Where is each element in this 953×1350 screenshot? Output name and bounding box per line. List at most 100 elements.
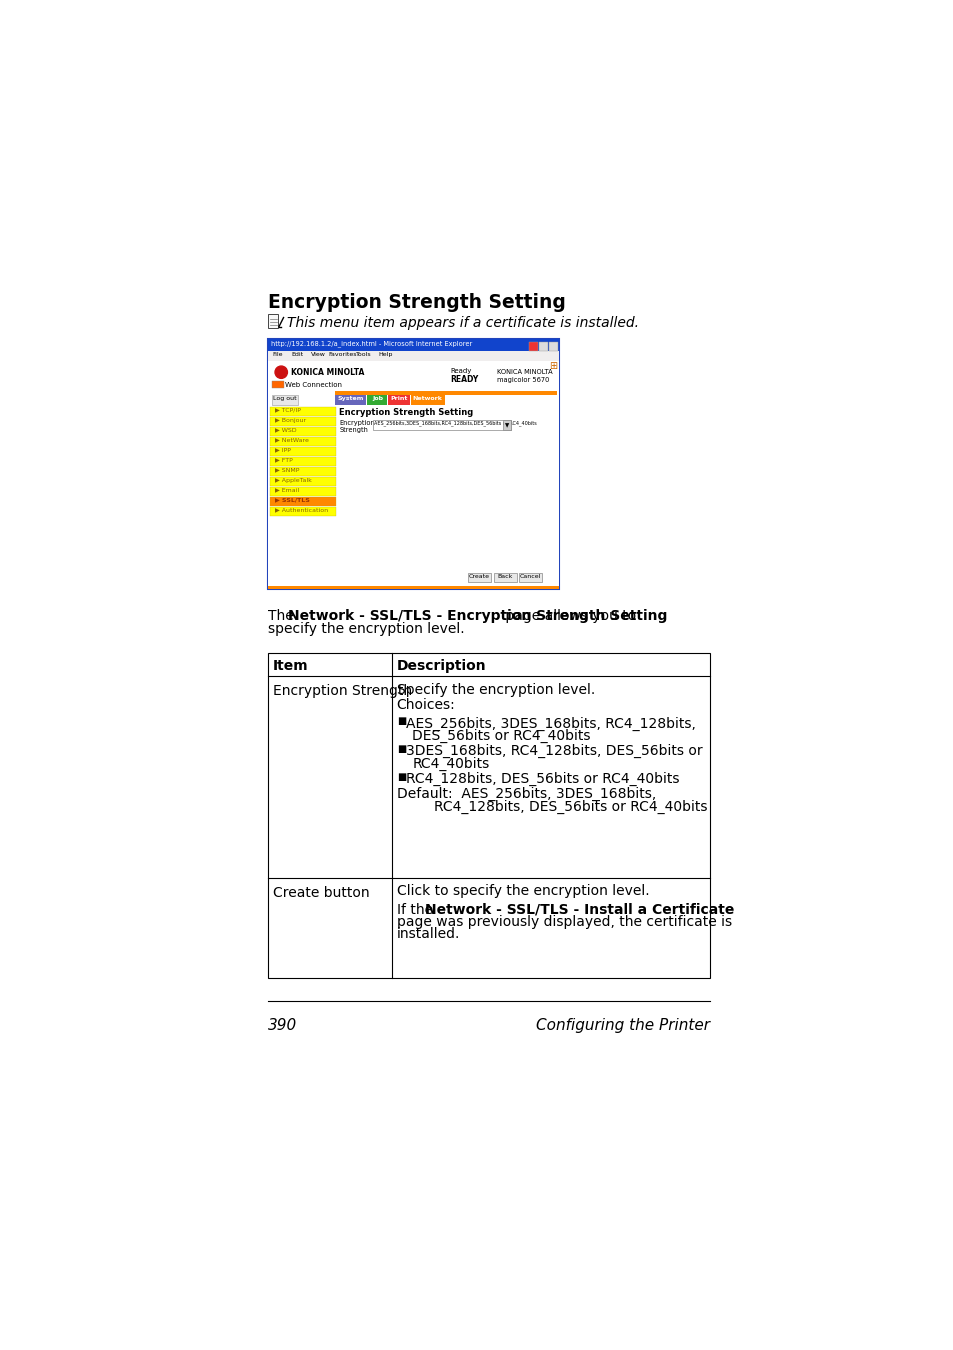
Text: Default:  AES_256bits, 3DES_168bits,: Default: AES_256bits, 3DES_168bits, <box>396 787 656 802</box>
Text: ▶ NetWare: ▶ NetWare <box>274 437 309 443</box>
Text: If the: If the <box>396 903 436 917</box>
Bar <box>272 394 298 405</box>
Bar <box>549 342 558 351</box>
Bar <box>270 417 335 427</box>
Bar <box>270 508 335 516</box>
Text: Favorites: Favorites <box>328 352 356 358</box>
Text: ▶ WSD: ▶ WSD <box>274 428 296 432</box>
Bar <box>270 467 335 477</box>
Text: RC4_40bits: RC4_40bits <box>412 756 489 771</box>
Bar <box>538 342 547 351</box>
Text: 390: 390 <box>268 1018 297 1033</box>
Text: RC4_128bits, DES_56bits or RC4_40bits: RC4_128bits, DES_56bits or RC4_40bits <box>406 772 679 786</box>
Bar <box>270 406 335 416</box>
Bar <box>468 574 491 582</box>
Text: Click to specify the encryption level.: Click to specify the encryption level. <box>396 884 649 898</box>
Text: RC4_128bits, DES_56bits or RC4_40bits: RC4_128bits, DES_56bits or RC4_40bits <box>434 799 707 814</box>
Text: DES_56bits or RC4_40bits: DES_56bits or RC4_40bits <box>412 729 590 742</box>
Text: Encryption Strength: Encryption Strength <box>273 684 412 698</box>
Text: Cancel: Cancel <box>519 574 541 579</box>
Bar <box>268 339 558 590</box>
Bar <box>270 437 335 446</box>
Text: Encryption Strength Setting: Encryption Strength Setting <box>339 408 473 417</box>
Text: AES_256bits, 3DES_168bits, RC4_128bits,: AES_256bits, 3DES_168bits, RC4_128bits, <box>406 717 695 730</box>
Text: ■: ■ <box>396 744 406 755</box>
Text: This menu item appears if a certificate is installed.: This menu item appears if a certificate … <box>287 316 639 329</box>
Text: page allows you to: page allows you to <box>500 609 636 622</box>
Text: ▶ TCP/IP: ▶ TCP/IP <box>274 408 300 413</box>
Text: Item: Item <box>273 659 308 672</box>
Bar <box>270 487 335 497</box>
Bar <box>335 394 366 405</box>
Bar <box>268 653 709 979</box>
Bar <box>529 342 537 351</box>
Text: http://192.168.1.2/a_index.html - Microsoft Internet Explorer: http://192.168.1.2/a_index.html - Micros… <box>271 340 472 347</box>
Bar <box>367 394 387 405</box>
Text: Network - SSL/TLS - Encryption Strength Setting: Network - SSL/TLS - Encryption Strength … <box>288 609 667 622</box>
Bar <box>518 574 542 582</box>
Text: ▼: ▼ <box>504 424 508 428</box>
Bar <box>502 420 510 429</box>
Text: The: The <box>268 609 298 622</box>
Text: installed.: installed. <box>396 927 459 941</box>
Bar <box>268 586 558 590</box>
Bar <box>272 381 283 389</box>
Bar <box>270 477 335 486</box>
Bar <box>270 447 335 456</box>
Text: READY: READY <box>450 374 477 383</box>
Text: Ready: Ready <box>450 367 471 374</box>
Text: ▶ Email: ▶ Email <box>274 487 299 493</box>
Text: System: System <box>337 396 364 401</box>
Text: ■: ■ <box>396 772 406 782</box>
Text: magicolor 5670: magicolor 5670 <box>497 377 549 383</box>
Text: specify the encryption level.: specify the encryption level. <box>268 622 464 636</box>
Text: KONICA MINOLTA: KONICA MINOLTA <box>291 367 363 377</box>
Text: View: View <box>311 352 325 358</box>
Text: Encryption Strength Setting: Encryption Strength Setting <box>268 293 565 312</box>
Text: Help: Help <box>377 352 392 358</box>
Text: File: File <box>272 352 282 358</box>
Text: KONICA MINOLTA: KONICA MINOLTA <box>497 369 552 375</box>
Text: page was previously displayed, the certificate is: page was previously displayed, the certi… <box>396 915 731 929</box>
Bar <box>270 427 335 436</box>
Text: Create: Create <box>469 574 490 579</box>
Circle shape <box>274 366 287 378</box>
Text: Configuring the Printer: Configuring the Printer <box>536 1018 709 1033</box>
Text: ⊞: ⊞ <box>548 360 557 371</box>
Text: ▶ Bonjour: ▶ Bonjour <box>274 417 306 423</box>
Text: Edit: Edit <box>291 352 303 358</box>
Bar <box>493 574 517 582</box>
Text: Log out: Log out <box>273 396 296 401</box>
Text: Network - SSL/TLS - Install a Certificate: Network - SSL/TLS - Install a Certificat… <box>424 903 733 917</box>
Text: ■: ■ <box>396 717 406 726</box>
Text: Choices:: Choices: <box>396 698 455 711</box>
Text: Web Connection: Web Connection <box>285 382 342 389</box>
Text: Description: Description <box>396 659 486 672</box>
Text: Print: Print <box>390 396 407 401</box>
Bar <box>335 390 557 394</box>
Text: Create button: Create button <box>273 886 369 900</box>
Text: ▶ IPP: ▶ IPP <box>274 448 291 452</box>
Bar <box>270 497 335 506</box>
Text: Job: Job <box>372 396 382 401</box>
Text: Encryption
Strength: Encryption Strength <box>339 420 375 433</box>
Bar <box>410 394 444 405</box>
Text: Specify the encryption level.: Specify the encryption level. <box>396 683 595 697</box>
Bar <box>373 420 510 429</box>
Text: Back: Back <box>497 574 513 579</box>
Text: ▶ SSL/TLS: ▶ SSL/TLS <box>274 498 310 502</box>
Bar <box>268 351 558 362</box>
Bar <box>268 339 558 351</box>
Bar <box>270 456 335 466</box>
Text: ▶ SNMP: ▶ SNMP <box>274 467 299 472</box>
Text: ▶ FTP: ▶ FTP <box>274 458 293 463</box>
Text: Network: Network <box>413 396 442 401</box>
Text: ▶ Authentication: ▶ Authentication <box>274 508 328 513</box>
Text: Tools: Tools <box>356 352 372 358</box>
Text: 3DES_168bits, RC4_128bits, DES_56bits or: 3DES_168bits, RC4_128bits, DES_56bits or <box>406 744 702 759</box>
Bar <box>268 315 278 328</box>
Text: ▶ AppleTalk: ▶ AppleTalk <box>274 478 312 483</box>
Bar <box>268 362 558 590</box>
Text: AES_256bits,3DES_168bits,RC4_128bits,DES_56bits or RC4_40bits: AES_256bits,3DES_168bits,RC4_128bits,DES… <box>374 421 537 427</box>
Bar <box>388 394 410 405</box>
